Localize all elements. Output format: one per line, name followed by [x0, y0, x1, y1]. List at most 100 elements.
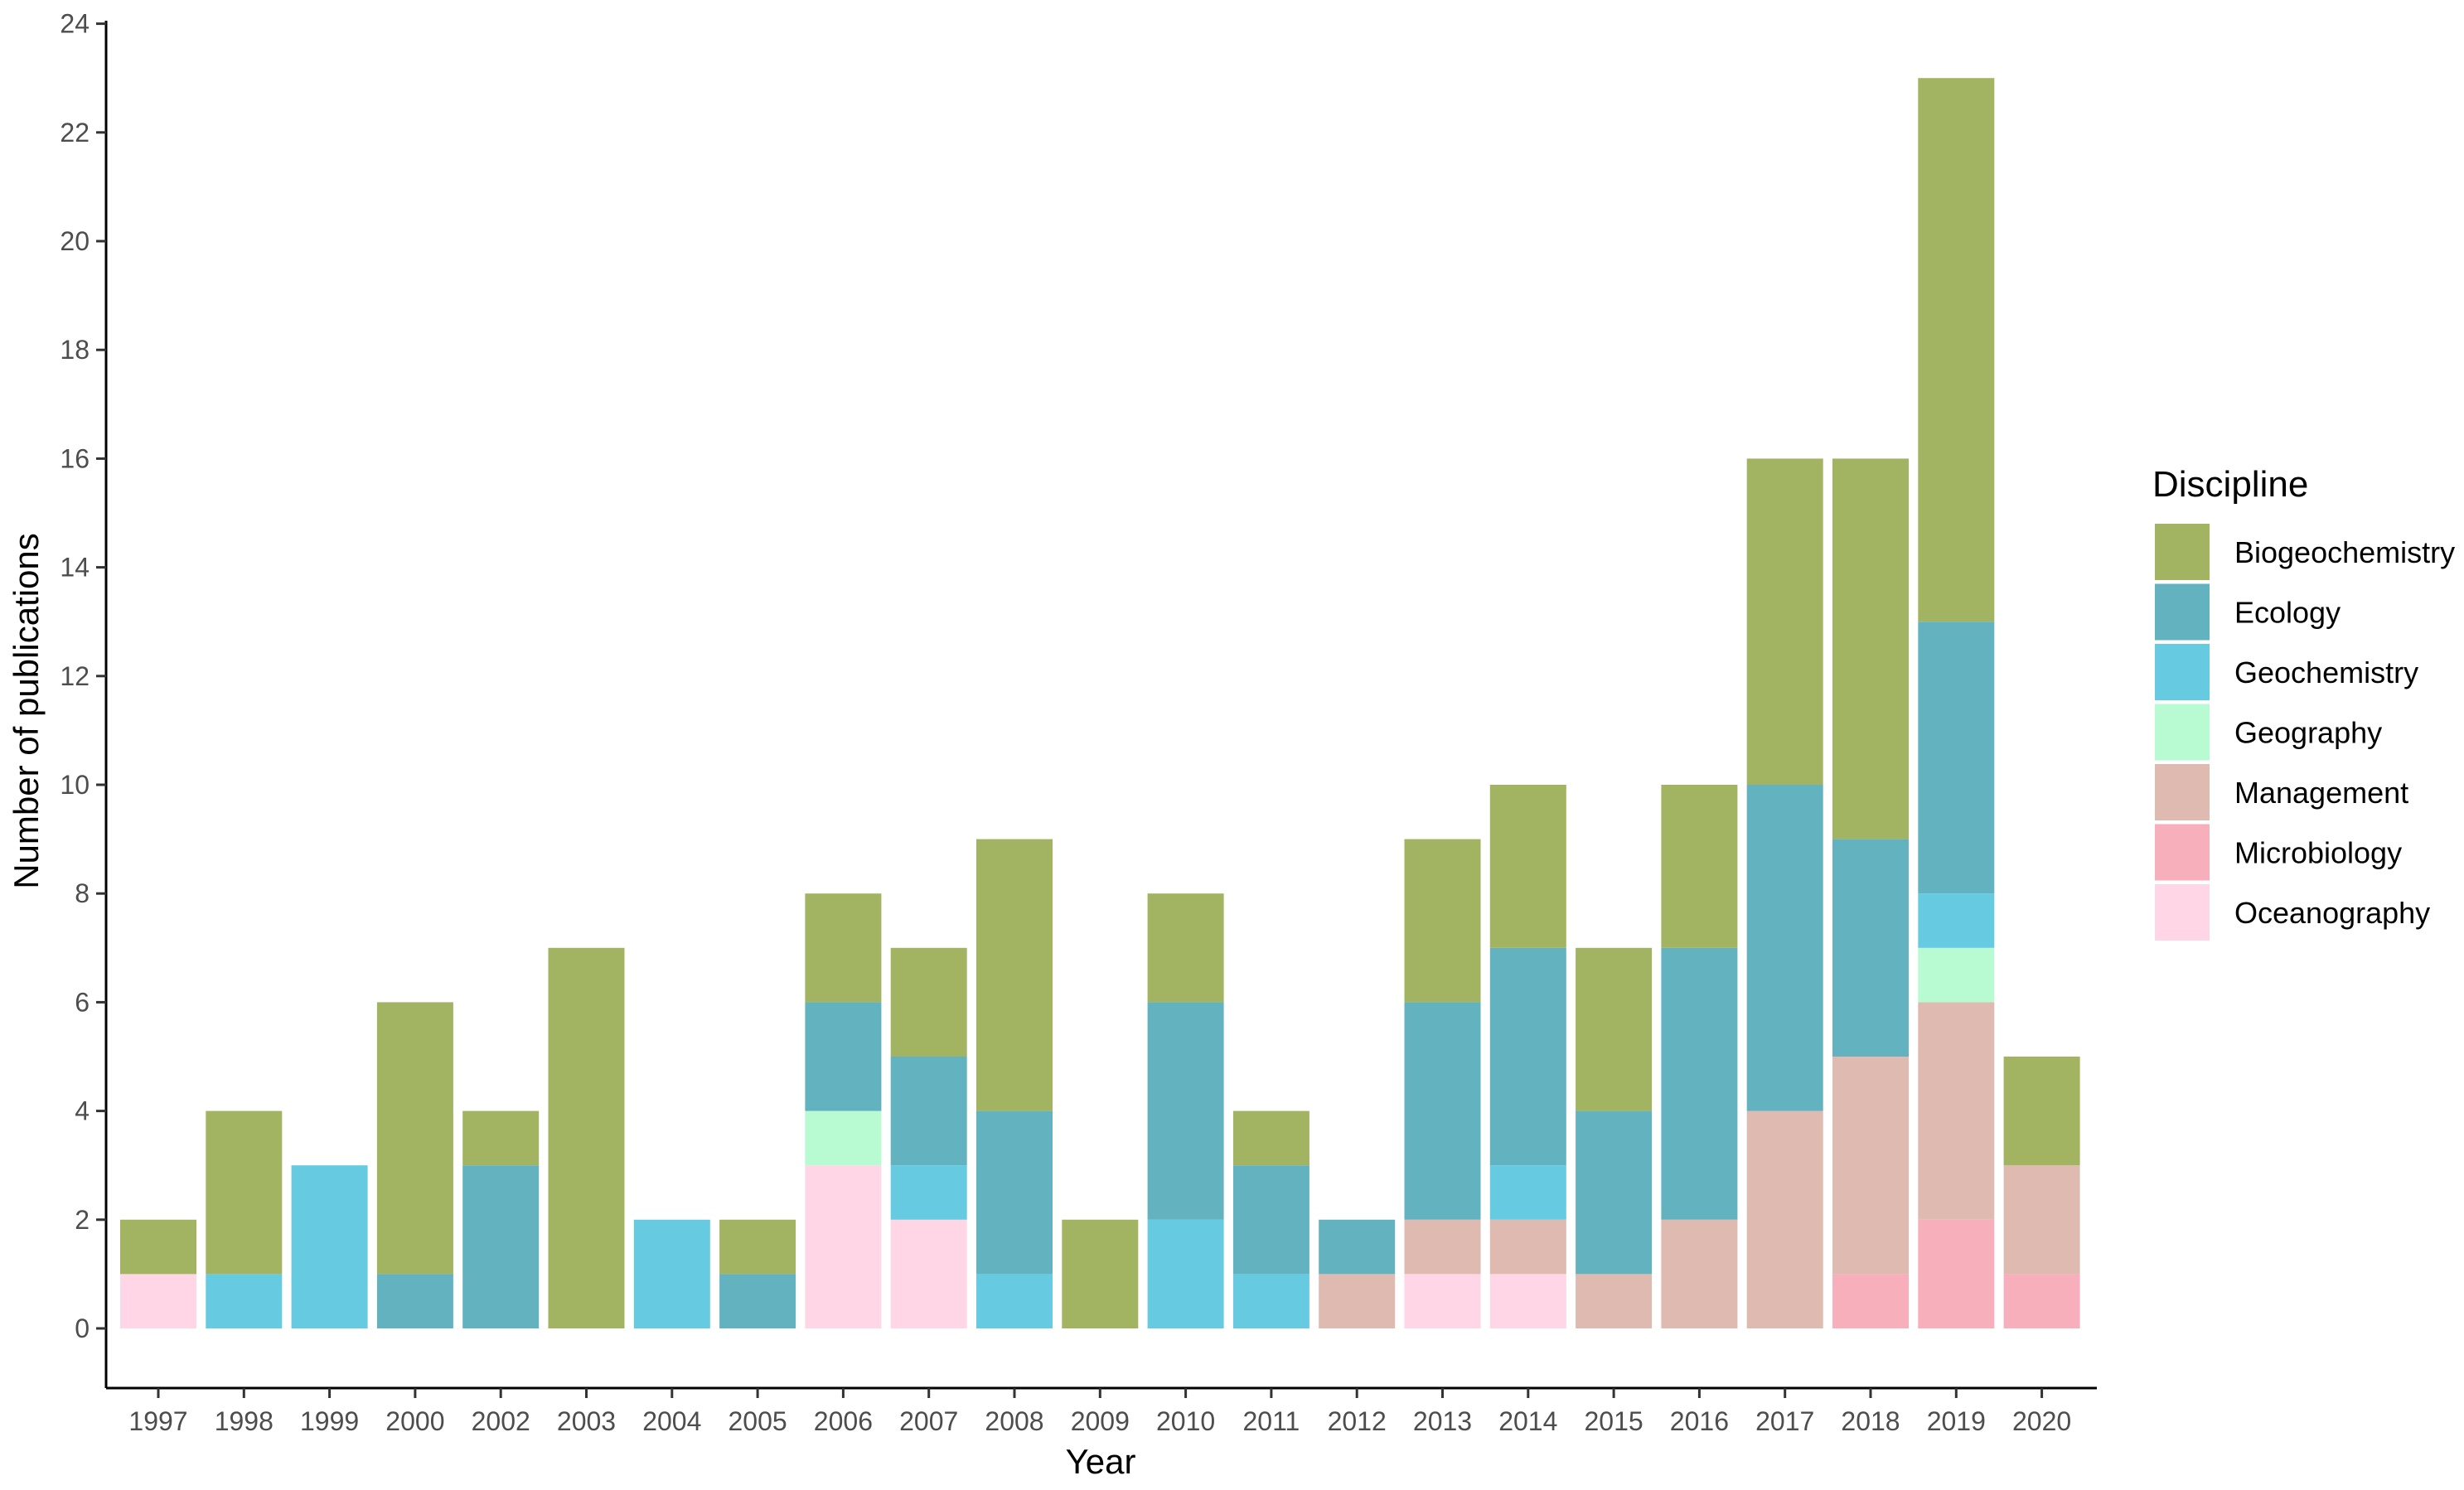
bar-2003-biogeochemistry	[548, 947, 625, 1328]
x-tick-label: 2002	[472, 1406, 530, 1436]
bar-1997-biogeochemistry	[120, 1219, 196, 1275]
bar-2019-biogeochemistry	[1918, 78, 1995, 622]
bar-2018-management	[1832, 1057, 1909, 1275]
y-tick-label: 16	[60, 443, 90, 473]
bar-2007-geochemistry	[890, 1165, 967, 1220]
bar-1998-geochemistry	[206, 1274, 283, 1328]
legend-label-microbiology: Microbiology	[2234, 836, 2402, 870]
x-tick-label: 2010	[1156, 1406, 1215, 1436]
bar-2010-geochemistry	[1147, 1219, 1224, 1328]
bar-2015-ecology	[1576, 1110, 1653, 1275]
legend-label-management: Management	[2234, 776, 2408, 810]
bar-2016-ecology	[1661, 947, 1738, 1220]
bar-2008-geochemistry	[976, 1274, 1053, 1328]
x-tick-label: 2018	[1841, 1406, 1900, 1436]
bar-2014-geochemistry	[1489, 1165, 1566, 1220]
bar-1998-biogeochemistry	[206, 1110, 283, 1275]
x-tick-label: 1998	[215, 1406, 274, 1436]
legend-swatch-geochemistry	[2155, 644, 2210, 700]
bar-2020-biogeochemistry	[2003, 1057, 2080, 1166]
bar-2020-management	[2003, 1165, 2080, 1275]
bar-2018-biogeochemistry	[1832, 458, 1909, 839]
bar-2006-ecology	[805, 1002, 882, 1111]
bar-2007-ecology	[890, 1057, 967, 1166]
legend-swatch-ecology	[2155, 583, 2210, 641]
legend-label-biogeochemistry: Biogeochemistry	[2234, 535, 2455, 569]
y-tick-label: 14	[60, 553, 90, 583]
x-tick-label: 2003	[557, 1406, 616, 1436]
bar-2017-management	[1746, 1110, 1823, 1328]
y-tick-label: 22	[60, 118, 90, 148]
legend-swatch-management	[2155, 764, 2210, 820]
legend-label-oceanography: Oceanography	[2234, 896, 2430, 930]
legend-title: Discipline	[2152, 464, 2308, 505]
bar-2009-biogeochemistry	[1062, 1219, 1139, 1328]
bar-2011-ecology	[1232, 1165, 1309, 1275]
bar-1997-oceanography	[120, 1274, 196, 1328]
bar-2014-biogeochemistry	[1489, 785, 1566, 948]
bar-2016-management	[1661, 1219, 1738, 1328]
bar-2013-oceanography	[1404, 1274, 1481, 1328]
y-tick-label: 0	[75, 1313, 90, 1343]
x-tick-label: 2009	[1071, 1406, 1130, 1436]
bar-2017-ecology	[1746, 785, 1823, 1111]
y-tick-label: 20	[60, 226, 90, 256]
legend-swatch-microbiology	[2155, 824, 2210, 881]
y-tick-label: 18	[60, 335, 90, 365]
plot-area	[120, 78, 2080, 1328]
bar-2013-management	[1404, 1219, 1481, 1275]
y-tick-label: 24	[60, 9, 90, 39]
legend-swatch-oceanography	[2155, 884, 2210, 941]
x-tick-label: 2017	[1755, 1406, 1814, 1436]
x-tick-label: 2012	[1328, 1406, 1387, 1436]
legend: Discipline Biogeochemistry Ecology Geochem…	[2152, 464, 2455, 941]
bar-2011-biogeochemistry	[1232, 1110, 1309, 1166]
bar-2019-management	[1918, 1002, 1995, 1220]
bar-2013-biogeochemistry	[1404, 839, 1481, 1003]
legend-label-geochemistry: Geochemistry	[2234, 656, 2418, 689]
bar-2013-ecology	[1404, 1002, 1481, 1220]
bar-2014-ecology	[1489, 947, 1566, 1166]
bar-2004-geochemistry	[633, 1219, 710, 1328]
x-tick-label: 2005	[729, 1406, 787, 1436]
x-tick-label: 2015	[1585, 1406, 1643, 1436]
bar-2008-ecology	[976, 1110, 1053, 1275]
x-tick-label: 2020	[2012, 1406, 2071, 1436]
y-tick-label: 2	[75, 1205, 90, 1235]
x-tick-label: 2008	[985, 1406, 1043, 1436]
bar-2018-ecology	[1832, 839, 1909, 1057]
bar-2006-geography	[805, 1110, 882, 1166]
bar-2010-biogeochemistry	[1147, 893, 1224, 1003]
bar-2011-geochemistry	[1232, 1274, 1309, 1328]
bar-2019-ecology	[1918, 622, 1995, 894]
bar-2002-ecology	[462, 1165, 540, 1328]
bar-2018-microbiology	[1832, 1274, 1909, 1328]
x-axis-title: Year	[1066, 1442, 1136, 1481]
bar-2002-biogeochemistry	[462, 1110, 540, 1166]
y-tick-label: 8	[75, 878, 90, 908]
bar-2016-biogeochemistry	[1661, 785, 1738, 948]
bar-2019-microbiology	[1918, 1219, 1995, 1328]
legend-label-ecology: Ecology	[2234, 596, 2341, 630]
x-tick-label: 2006	[814, 1406, 873, 1436]
bar-2000-biogeochemistry	[376, 1002, 453, 1275]
x-tick-label: 2014	[1498, 1406, 1557, 1436]
y-tick-label: 4	[75, 1096, 90, 1126]
bar-2007-biogeochemistry	[890, 947, 967, 1057]
bar-2015-biogeochemistry	[1576, 947, 1653, 1111]
x-tick-label: 2019	[1927, 1406, 1986, 1436]
x-tick-label: 2013	[1413, 1406, 1472, 1436]
bar-2010-ecology	[1147, 1002, 1224, 1220]
bar-2000-ecology	[376, 1274, 453, 1328]
bar-2014-oceanography	[1489, 1274, 1566, 1328]
bar-2012-management	[1319, 1274, 1396, 1328]
bar-1999-geochemistry	[291, 1165, 368, 1328]
y-axis-title: Number of publications	[7, 533, 46, 889]
y-tick-label: 12	[60, 661, 90, 691]
x-tick-label: 2000	[385, 1406, 444, 1436]
bar-2008-biogeochemistry	[976, 839, 1053, 1111]
bar-2006-oceanography	[805, 1165, 882, 1328]
